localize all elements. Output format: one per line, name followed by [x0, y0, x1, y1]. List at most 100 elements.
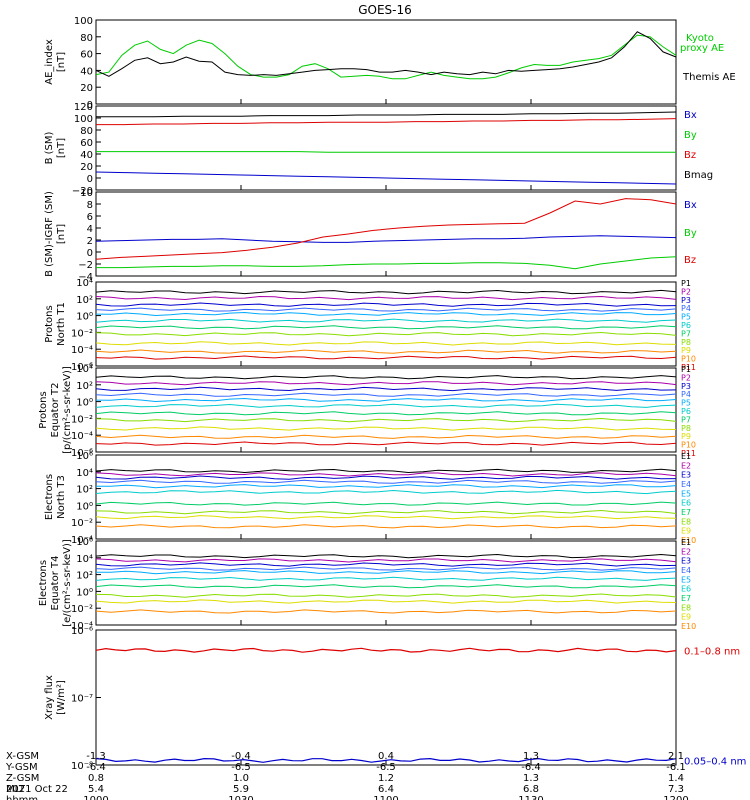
panel-ae: 0 20 40 60 80 100 AE_index [nT]: [44, 16, 677, 111]
y-tick-label: 100: [74, 16, 93, 27]
y-axis-label: North T3: [56, 475, 67, 519]
flux-channel: [95, 468, 677, 474]
flux-channel: [95, 566, 677, 571]
channel-legend: E4: [681, 480, 691, 489]
channel-legend: E1: [681, 452, 691, 461]
y-axis-label: Protons: [44, 305, 55, 342]
y-tick-label: 10: [80, 188, 93, 199]
xray-series: [95, 757, 677, 763]
axis-row-name: MLT: [6, 784, 26, 795]
flux-channel: [95, 524, 677, 529]
y-tick-label: 120: [74, 102, 93, 113]
y-axis-label: [W/m²]: [56, 680, 67, 715]
channel-legend: P9: [681, 432, 691, 441]
channel-legend: P5: [681, 313, 691, 322]
flux-channel: [95, 501, 677, 506]
channel-legend: E8: [681, 517, 691, 526]
axis-row-value: 2.1: [668, 751, 684, 762]
y-tick-label: 20: [80, 83, 93, 94]
y-tick-label: 2: [87, 236, 93, 247]
flux-channel: [95, 593, 677, 598]
y-tick-label: 10⁶: [76, 537, 93, 548]
series-themis-ae: [95, 31, 677, 77]
y-tick-label: 60: [80, 50, 93, 61]
flux-channel: [95, 562, 677, 567]
axis-row-value: -0.4: [231, 751, 251, 762]
axis-row-value: -6.5: [231, 762, 251, 773]
flux-channel: [95, 307, 677, 312]
y-axis-label: North T1: [56, 302, 67, 346]
panel-frame: [95, 367, 677, 453]
flux-channel: [95, 295, 677, 301]
y-tick-label: 10⁴: [76, 468, 93, 479]
axis-row-value: -6.1: [666, 762, 686, 773]
flux-channel: [95, 318, 677, 323]
y-tick-label: 10²: [76, 295, 93, 306]
channel-legend: P8: [681, 424, 691, 433]
y-tick-label: 10⁰: [76, 501, 93, 512]
y-tick-label: 10⁻⁶: [71, 448, 93, 459]
channel-legend: P5: [681, 399, 691, 408]
axis-row-value: 7.3: [668, 784, 684, 795]
channel-legend: P6: [681, 407, 691, 416]
y-tick-label: 80: [80, 33, 93, 44]
channel-legend: P10: [681, 441, 696, 450]
channel-legend: P6: [681, 321, 691, 330]
y-tick-label: 10⁻⁴: [71, 621, 93, 632]
series-bz: [96, 118, 677, 126]
y-tick-label: 10²: [76, 571, 93, 582]
channel-legend: P2: [681, 373, 691, 382]
axis-row-value: 0.4: [378, 751, 394, 762]
bmag-label: Bmag: [684, 170, 713, 181]
flux-channel: [95, 472, 677, 477]
bz-label: Bz: [684, 150, 696, 161]
panel-xray: 10⁻⁸ 10⁻⁷ 10⁻⁶ Xray flux [W/m²] 0.1–0.8 nm 0.0…: [44, 626, 746, 772]
channel-legend: E5: [681, 489, 691, 498]
axis-row-value: 1.3: [523, 773, 539, 784]
channel-legend: E10: [681, 622, 696, 631]
channel-legend: P1: [681, 365, 691, 374]
y-tick-label: 10⁻⁸: [71, 761, 93, 772]
series-bmag: [96, 111, 677, 118]
channel-legend: E7: [681, 594, 691, 603]
y-tick-label: 80: [80, 126, 93, 137]
y-tick-label: 10⁻⁷: [71, 694, 93, 705]
y-axis-label: Protons: [38, 391, 49, 428]
axis-row-value: 5.4: [88, 784, 104, 795]
channel-legend: E1: [681, 538, 691, 547]
channel-legend: E6: [681, 585, 691, 594]
flux-channel: [95, 289, 677, 295]
xray-series: [95, 647, 677, 653]
flux-channel: [95, 479, 677, 484]
y-tick-label: 0: [87, 174, 93, 185]
y-tick-label: −4: [78, 272, 93, 283]
y-tick-label: −2: [78, 260, 93, 271]
y-tick-label: 0: [87, 248, 93, 259]
y-tick-label: 10²: [76, 381, 93, 392]
panel-frame: [95, 19, 677, 105]
channel-legend: E9: [681, 613, 691, 622]
flux-channel: [95, 553, 677, 559]
flux-channel: [95, 381, 677, 386]
flux-channel: [95, 302, 677, 307]
panel-frame: [95, 191, 677, 277]
flux-channel: [96, 570, 677, 575]
y-axis-label: [nT]: [56, 52, 67, 72]
flux-channel: [95, 489, 677, 495]
y-axis-label: [p/(cm²-s-sr-keV)]: [62, 366, 73, 454]
channel-legend: E2: [681, 547, 691, 556]
panel-frame: [95, 105, 677, 191]
y-tick-label: 20: [80, 162, 93, 173]
axis-row-value: 1030: [228, 795, 253, 800]
y-tick-label: −20: [72, 186, 93, 197]
channel-legend: P2: [681, 287, 691, 296]
y-tick-label: 10⁻²: [71, 518, 93, 529]
axis-row-value: 1.0: [233, 773, 249, 784]
channel-legend: P7: [681, 415, 691, 424]
flux-channel: [95, 311, 677, 317]
flux-channel: [95, 341, 677, 346]
y-tick-label: 60: [80, 138, 93, 149]
date-label: 2021 Oct 22: [6, 784, 68, 795]
